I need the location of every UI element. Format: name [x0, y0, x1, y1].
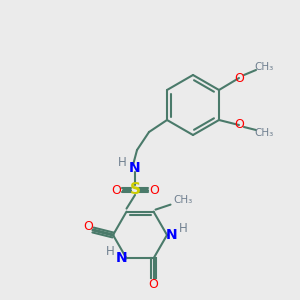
Text: N: N	[166, 228, 178, 242]
Text: N: N	[116, 251, 127, 266]
Text: O: O	[149, 184, 159, 196]
Text: CH₃: CH₃	[173, 195, 192, 205]
Text: O: O	[111, 184, 121, 196]
Text: H: H	[106, 245, 115, 258]
Text: H: H	[118, 157, 126, 169]
Text: N: N	[129, 161, 141, 175]
Text: O: O	[234, 118, 244, 131]
Text: O: O	[83, 220, 93, 233]
Text: O: O	[234, 71, 244, 85]
Text: O: O	[148, 278, 158, 291]
Text: CH₃: CH₃	[254, 128, 274, 138]
Text: H: H	[178, 221, 188, 235]
Text: CH₃: CH₃	[254, 62, 274, 72]
Text: S: S	[130, 182, 140, 197]
